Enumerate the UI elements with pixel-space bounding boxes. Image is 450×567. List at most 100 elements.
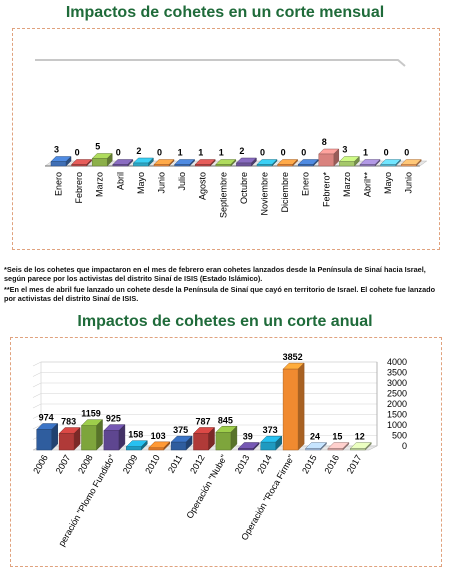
monthly-category-label: Abril [115,172,125,190]
annual-y-tick-label: 1000 [387,420,407,430]
monthly-value-label: 1 [178,148,183,158]
monthly-value-label: 2 [136,146,141,156]
monthly-value-label: 5 [95,142,100,152]
annual-value-label: 845 [218,415,233,425]
monthly-value-label: 1 [219,148,224,158]
annual-value-label: 39 [243,432,253,442]
annual-category-label: 2016 [322,453,341,475]
monthly-category-label: Junio [404,172,414,194]
monthly-category-label: Marzo [342,172,352,197]
annual-value-label: 3852 [283,352,303,362]
monthly-bar-12 [297,158,319,167]
monthly-category-label: Junio [157,172,167,194]
annual-value-label: 787 [195,416,210,426]
annual-category-label: 2015 [300,453,319,475]
monthly-category-label: Octubre [239,172,249,204]
annual-bar-7 [192,426,216,451]
annual-bar-11 [282,362,305,451]
monthly-chart-panel: 3 Enero 0 Febrero 5 Marzo 0 Abril 2 Mayo 0 Junio 1 Ju… [12,28,440,250]
annual-bar-0 [36,422,59,451]
annual-y-tick-label: 3500 [387,368,407,378]
monthly-category-label: Noviembre [260,172,270,216]
monthly-category-label: Mayo [136,172,146,194]
annual-gridline [32,372,377,377]
annual-value-label: 15 [332,432,342,442]
annual-category-label: 2006 [31,453,50,475]
annual-bar-4 [125,440,148,451]
monthly-value-label: 3 [342,145,347,155]
monthly-category-label: Enero [54,172,64,196]
annual-chart-panel: 0 500 1000 1500 2000 2500 3000 3500 4000 974 2006 7… [10,337,442,567]
monthly-chart-plot-top [35,59,406,67]
annual-category-label: 2014 [255,453,274,475]
annual-value-label: 158 [128,430,143,440]
monthly-value-label: 0 [116,148,121,158]
monthly-value-label: 0 [75,148,80,158]
monthly-value-label: 1 [198,148,203,158]
annual-category-label: 2011 [166,453,184,475]
annual-y-tick-label: 3000 [387,378,407,388]
annual-bar-6 [170,435,193,451]
monthly-category-label: Marzo [95,172,105,197]
annual-category-label: 2007 [54,453,73,475]
monthly-value-label: 8 [322,137,327,147]
monthly-category-label: Julio [177,172,187,191]
annual-value-label: 783 [61,417,76,427]
annual-y-tick-label: 4000 [387,357,407,367]
annual-category-label: 2012 [188,453,207,475]
footnote-february: *Seis de los cohetes que impactaron en e… [4,265,426,283]
monthly-value-label: 0 [260,148,265,158]
monthly-bar-0 [50,155,72,167]
annual-bar-5 [148,441,171,451]
annual-gridline [32,393,377,398]
monthly-category-label: Abril** [363,172,373,198]
annual-category-label: 2008 [76,453,95,475]
monthly-bar-7 [194,158,216,167]
annual-bar-8 [215,425,238,451]
monthly-bar-2 [91,152,113,167]
annual-bar-1 [58,426,81,451]
monthly-bar-6 [173,158,196,167]
annual-gridline [32,361,377,367]
monthly-value-label: 0 [404,148,409,158]
monthly-bar-14 [338,155,361,167]
monthly-value-label: 3 [54,145,59,155]
annual-value-label: 974 [39,413,54,423]
monthly-category-label: Diciembre [280,172,290,213]
monthly-value-label: 1 [363,148,368,158]
monthly-bar-1 [70,158,93,167]
footnote-april: **En el mes de abril fue lanzado un cohe… [4,285,436,303]
monthly-bar-10 [256,158,278,167]
monthly-bar-4 [132,157,155,167]
monthly-category-label: Mayo [383,172,393,194]
monthly-category-label: Septiembre [218,172,228,218]
annual-y-tick-label: 0 [402,441,407,451]
monthly-value-label: 0 [281,148,286,158]
annual-category-label: 2010 [143,453,162,475]
monthly-category-label: Agosto [198,172,208,200]
annual-y-tick-label: 2000 [387,399,407,409]
monthly-value-label: 0 [301,148,306,158]
annual-value-label: 925 [106,414,121,424]
monthly-category-label: Febrero [74,172,84,204]
monthly-bar-15 [359,158,381,167]
monthly-bar-16 [379,158,402,167]
annual-value-label: 24 [310,432,320,442]
monthly-value-label: 2 [239,146,244,156]
monthly-bar-8 [215,158,237,167]
annual-y-tick-label: 500 [392,431,407,441]
annual-y-tick-label: 1500 [387,410,407,420]
monthly-bar-17 [400,158,422,167]
annual-category-label: 2013 [233,453,252,475]
annual-bar-13 [327,441,350,451]
annual-bar-2 [80,419,104,451]
monthly-chart-title: Impactos de cohetes en un corte mensual [65,4,385,21]
annual-bar-10 [260,435,283,451]
annual-category-label: 2009 [121,453,140,475]
annual-value-label: 375 [173,425,188,435]
monthly-bar-13 [318,148,340,167]
monthly-value-label: 0 [384,148,389,158]
monthly-category-label: Enero [301,172,311,196]
annual-bar-9 [237,441,260,451]
